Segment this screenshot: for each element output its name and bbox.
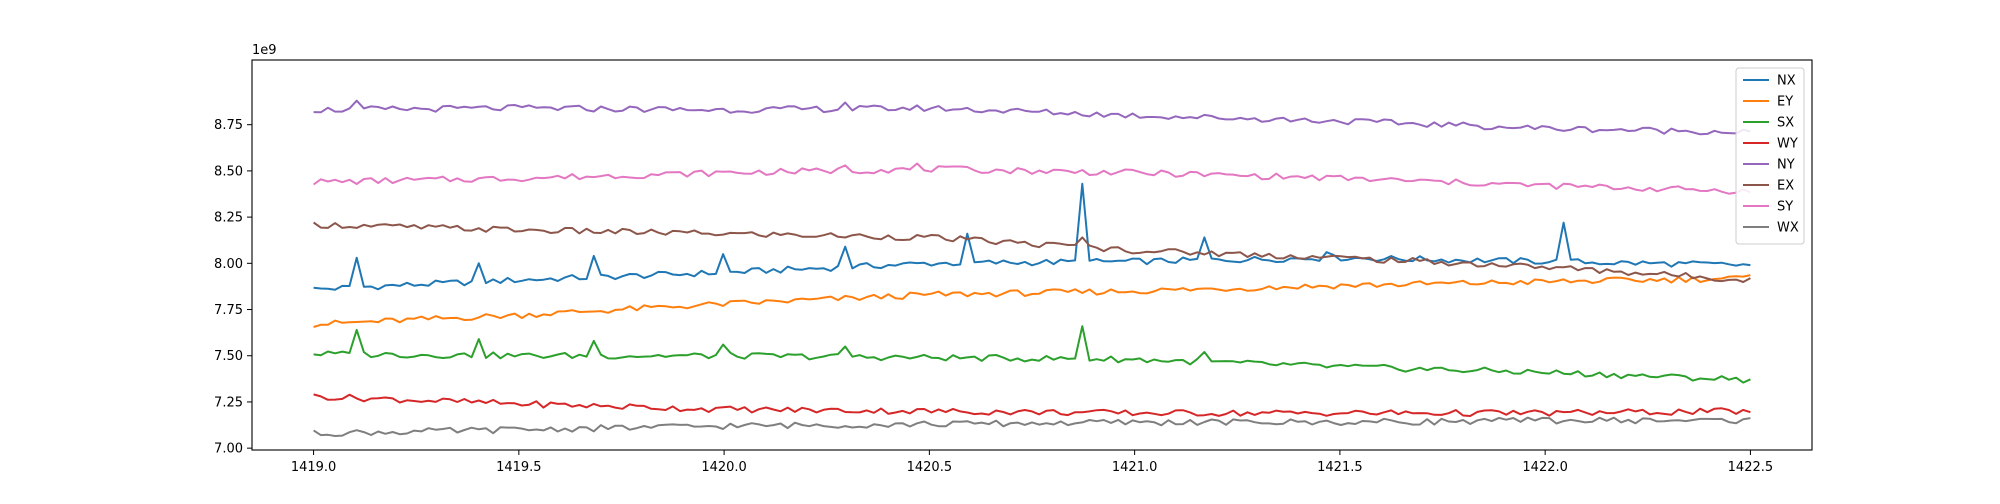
legend-label: SX [1777,116,1794,131]
y-tick-label: 8.00 [214,257,243,272]
y-tick-label: 7.00 [214,442,243,457]
x-tick-label: 1420.0 [701,460,747,475]
series-line-sx [313,325,1751,384]
legend-label: SY [1777,200,1793,215]
series-line-ey [313,274,1751,328]
x-tick-label: 1419.5 [496,460,542,475]
y-axis: 7.00 7.25 7.50 7.75 8.00 8.25 8.50 8.75 [214,118,252,457]
x-tick-label: 1420.5 [907,460,953,475]
y-tick-label: 7.25 [214,395,243,410]
y-tick-label: 8.50 [214,164,243,179]
plot-frame [251,59,1813,451]
legend-box [1735,67,1805,245]
x-axis: 1419.0 1419.5 1420.0 1420.5 1421.0 1421.5 1422… [291,450,1773,475]
legend-label: NX [1777,74,1796,89]
x-tick-label: 1422.0 [1522,460,1568,475]
y-tick-label: 7.50 [214,349,243,364]
legend-label: WX [1777,221,1799,236]
legend-label: EX [1777,179,1794,194]
x-tick-label: 1419.0 [291,460,337,475]
legend-label: NY [1777,158,1795,173]
series-line-nx [313,182,1751,291]
legend-label: WY [1777,137,1798,152]
x-tick-label: 1422.5 [1728,460,1774,475]
x-tick-label: 1421.5 [1317,460,1363,475]
y-axis-offset-label: 1e9 [252,43,277,58]
x-tick-label: 1421.0 [1112,460,1158,475]
legend: NX EY SX WY NY EX SY WX [1735,67,1805,245]
y-tick-label: 7.75 [214,303,243,318]
series-line-ex [313,221,1751,283]
series-line-ny [313,99,1751,136]
series-line-sy [313,162,1751,195]
y-tick-label: 8.75 [214,118,243,133]
legend-label: EY [1777,95,1793,110]
y-tick-label: 8.25 [214,211,243,226]
series-line-wx [313,416,1751,437]
series-line-wy [313,393,1751,417]
